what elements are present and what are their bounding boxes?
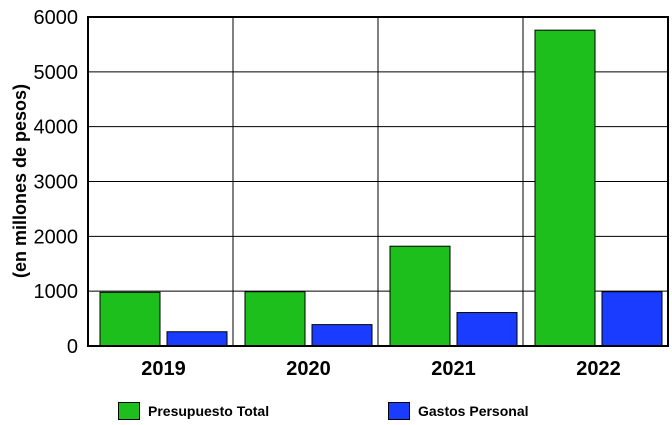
- bar-presupuesto-total-2019: [99, 291, 161, 347]
- legend: Presupuesto Total Gastos Personal: [0, 402, 672, 422]
- bar-gastos-personal-2022: [601, 291, 663, 347]
- x-tick-label-2022: 2022: [576, 358, 621, 380]
- y-axis-label: (en millones de pesos): [10, 84, 30, 278]
- y-tick-labels: 0 1000 2000 3000 4000 5000 6000: [34, 7, 79, 358]
- y-tick-label: 1000: [34, 281, 79, 303]
- legend-item-gastos-personal: Gastos Personal: [388, 402, 529, 420]
- legend-label-gastos-personal: Gastos Personal: [418, 403, 529, 419]
- bar-gastos-personal-2020: [311, 324, 373, 347]
- plot-frame: [87, 16, 669, 347]
- y-tick-label: 6000: [34, 7, 79, 29]
- y-tick-label: 3000: [34, 172, 79, 194]
- y-tick-label: 4000: [34, 117, 79, 139]
- x-tick-label-2019: 2019: [141, 358, 186, 380]
- y-tick-label: 5000: [34, 62, 79, 84]
- y-tick-label: 2000: [34, 226, 79, 248]
- legend-swatch-presupuesto-total: [118, 402, 140, 420]
- bar-gastos-personal-2021: [456, 312, 518, 347]
- bar-gastos-personal-2019: [166, 331, 228, 347]
- grid-lines: [88, 17, 668, 346]
- legend-label-presupuesto-total: Presupuesto Total: [148, 403, 270, 419]
- x-tick-label-2021: 2021: [431, 358, 476, 380]
- bars: [99, 29, 663, 347]
- legend-item-presupuesto-total: Presupuesto Total: [118, 402, 269, 420]
- y-tick-label: 0: [67, 336, 78, 358]
- x-tick-label-2020: 2020: [286, 358, 331, 380]
- legend-swatch-gastos-personal: [388, 402, 410, 420]
- bar-presupuesto-total-2020: [244, 291, 306, 347]
- x-tick-labels: 2019 2020 2021 2022: [141, 358, 621, 380]
- bar-presupuesto-total-2022: [534, 29, 596, 347]
- bar-presupuesto-total-2021: [389, 245, 451, 347]
